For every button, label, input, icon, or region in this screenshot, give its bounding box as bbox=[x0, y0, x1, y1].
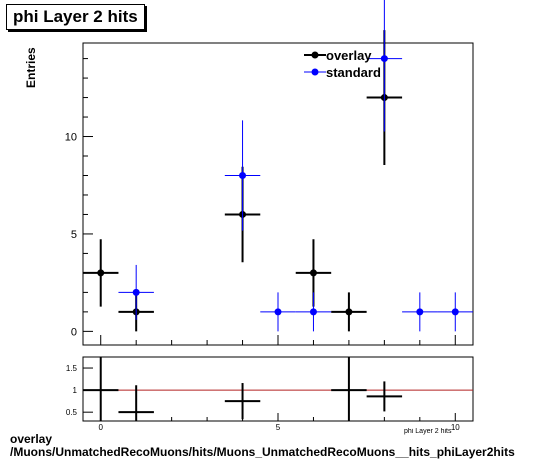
data-point bbox=[451, 308, 459, 316]
data-point bbox=[239, 171, 247, 179]
y-tick-label: 5 bbox=[71, 229, 77, 241]
ratio-y-tick-label: 1.5 bbox=[66, 364, 78, 373]
ratio-data-points bbox=[83, 357, 403, 421]
data-point bbox=[380, 55, 388, 63]
data-point bbox=[309, 269, 317, 277]
data-point bbox=[274, 308, 282, 316]
data-point bbox=[132, 288, 140, 296]
ratio-y-tick-label: 0.5 bbox=[66, 408, 78, 417]
ratio-y-tick-label: 1 bbox=[73, 386, 78, 395]
data-point bbox=[416, 308, 424, 316]
ratio-x-tick-label: 10 bbox=[451, 423, 460, 432]
footer-line-1: overlay bbox=[10, 432, 53, 446]
legend-label: standard bbox=[326, 65, 381, 80]
ratio-x-tick-label: 0 bbox=[99, 423, 104, 432]
data-point bbox=[97, 269, 105, 277]
x-axis-label: phi Layer 2 hits bbox=[404, 428, 452, 435]
y-tick-label: 10 bbox=[65, 132, 77, 144]
data-point bbox=[309, 308, 317, 316]
ratio-x-tick-label: 5 bbox=[276, 423, 281, 432]
y-tick-label: 0 bbox=[71, 326, 77, 338]
main-axes: 0 5 10 bbox=[65, 58, 456, 345]
main-data-points bbox=[83, 0, 473, 332]
legend-label: overlay bbox=[326, 48, 372, 63]
footer-line-2: /Muons/UnmatchedRecoMuons/hits/Muons_Unm… bbox=[10, 445, 515, 459]
data-point bbox=[345, 308, 353, 316]
legend: overlay standard bbox=[304, 48, 381, 80]
chart-title: phi Layer 2 hits bbox=[6, 4, 145, 30]
legend-marker bbox=[311, 68, 319, 76]
ratio-axes: 0.5 1 1.5 0 5 10 bbox=[66, 364, 473, 432]
legend-marker bbox=[311, 51, 319, 59]
